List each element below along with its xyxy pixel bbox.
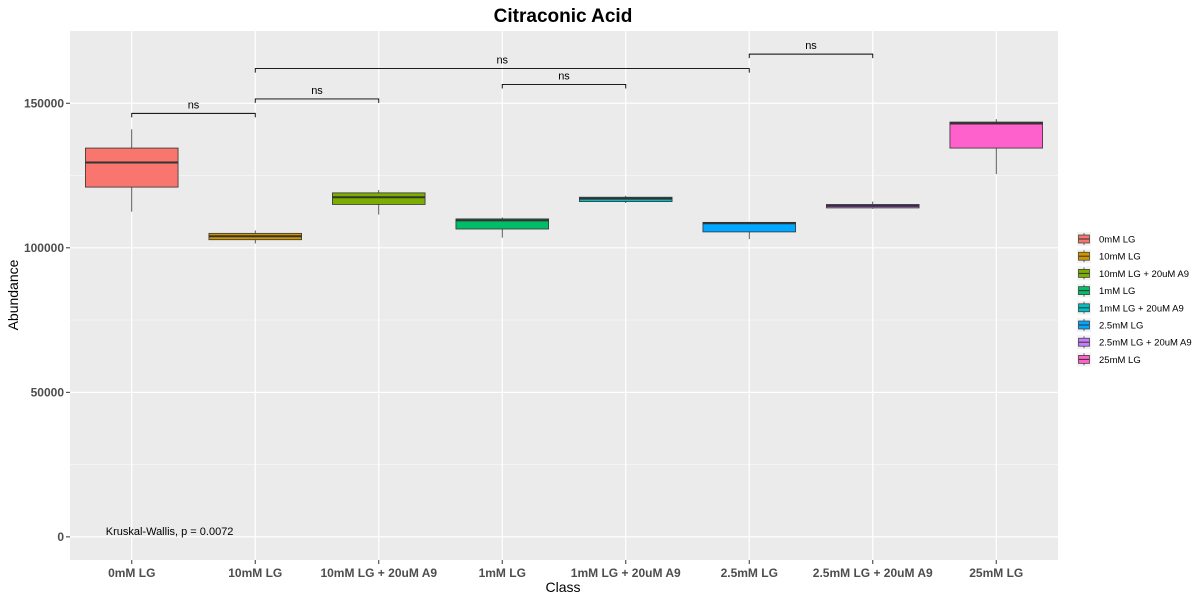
bracket-line — [131, 112, 256, 118]
x-tick-label: 0mM LG — [108, 566, 155, 580]
box-25mm-lg — [949, 119, 1043, 175]
x-tick-label: 10mM LG + 20uM A9 — [320, 566, 437, 580]
significance-label: ns — [188, 99, 200, 111]
plot-background — [70, 31, 1058, 560]
legend-label: 2.5mM LG + 20uM A9 — [1099, 338, 1192, 349]
bracket-line — [748, 53, 874, 59]
x-tick-label: 1mM LG + 20uM A9 — [571, 566, 681, 580]
significance-bracket: ns — [254, 55, 750, 73]
x-tick-label: 2.5mM LG — [721, 566, 778, 580]
legend: 0mM LG 10mM LG 10mM LG + 20uM A9 1mM LG 1mM … — [1077, 232, 1192, 367]
box-body — [332, 192, 426, 205]
x-tick-label: 10mM LG — [228, 566, 282, 580]
legend-item: 10mM LG — [1077, 249, 1141, 264]
y-tick-label: 0 — [57, 530, 64, 544]
box-10mm-lg — [208, 230, 302, 244]
bracket-line — [254, 98, 380, 103]
legend-item: 2.5mM LG + 20uM A9 — [1077, 335, 1192, 350]
legend-label: 10mM LG + 20uM A9 — [1099, 269, 1189, 280]
significance-label: ns — [496, 55, 508, 67]
legend-item: 1mM LG — [1077, 283, 1135, 298]
bracket-line — [254, 68, 750, 73]
x-axis: 0mM LG 10mM LG 10mM LG + 20uM A9 1mM LG 1mM … — [108, 560, 1023, 580]
chart-title: Citraconic Acid — [494, 6, 633, 27]
significance-label: ns — [311, 85, 323, 97]
y-axis: 0 50000 100000 150000 — [24, 96, 70, 544]
legend-item: 1mM LG + 20uM A9 — [1077, 300, 1184, 315]
box-body — [85, 147, 179, 188]
legend-label: 2.5mM LG — [1099, 321, 1143, 332]
x-axis-title: Class — [545, 579, 580, 595]
legend-item: 0mM LG — [1077, 232, 1135, 246]
significance-label: ns — [558, 70, 570, 82]
legend-label: 10mM LG — [1099, 252, 1141, 263]
y-tick-label: 50000 — [31, 385, 65, 399]
kruskal-wallis-annotation: Kruskal-Wallis, p = 0.0072 — [106, 526, 234, 538]
box-body — [949, 121, 1043, 149]
x-tick-label: 2.5mM LG + 20uM A9 — [813, 566, 933, 580]
legend-label: 1mM LG + 20uM A9 — [1099, 303, 1184, 314]
significance-bracket: ns — [254, 85, 380, 103]
x-tick-label: 25mM LG — [969, 566, 1023, 580]
legend-item: 2.5mM LG — [1077, 318, 1143, 332]
legend-item: 25mM LG — [1077, 352, 1141, 367]
y-tick-label: 100000 — [24, 241, 64, 255]
box-1mm-lg — [455, 217, 549, 238]
legend-item: 10mM LG + 20uM A9 — [1077, 266, 1189, 281]
significance-label: ns — [805, 40, 817, 52]
box-10mm-lg-20um-a9 — [332, 189, 426, 215]
box-0mm-lg — [85, 129, 179, 212]
bracket-line — [501, 84, 627, 89]
box-2-5mm-lg — [702, 221, 796, 240]
legend-label: 0mM LG — [1099, 235, 1135, 246]
y-tick-label: 150000 — [24, 96, 64, 110]
significance-bracket: ns — [131, 99, 256, 118]
y-axis-title: Abundance — [5, 259, 21, 330]
significance-bracket: ns — [501, 70, 627, 89]
significance-bracket: ns — [748, 40, 874, 59]
box-body — [455, 218, 549, 230]
box-2-5mm-lg-20um-a9 — [826, 201, 920, 209]
box-1mm-lg-20um-a9 — [579, 195, 673, 203]
x-tick-label: 1mM LG — [479, 566, 526, 580]
legend-label: 25mM LG — [1099, 355, 1141, 366]
legend-label: 1mM LG — [1099, 286, 1135, 297]
plot-area: ns ns ns ns ns Kruskal-Wallis, p = 0.0072 — [70, 31, 1058, 560]
